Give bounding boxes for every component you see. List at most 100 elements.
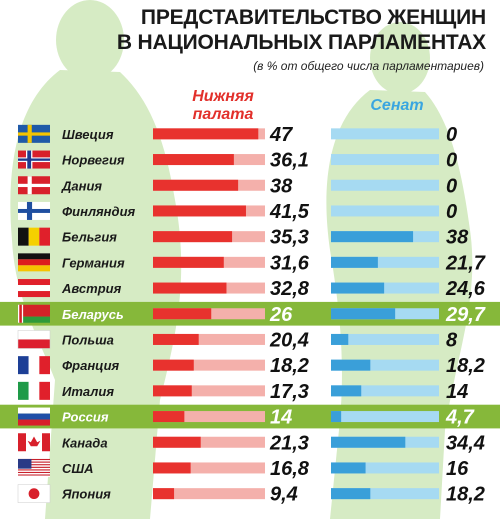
lower-house-bar — [153, 488, 175, 500]
lower-house-value: 14 — [270, 407, 292, 429]
lower-house-track — [153, 411, 265, 423]
country-label: Австрия — [61, 281, 122, 296]
sweden-flag — [18, 124, 50, 143]
lower-house-value: 9,4 — [270, 484, 298, 506]
senate-value: 16 — [446, 458, 469, 480]
senate-value: 38 — [446, 227, 469, 249]
country-label: Германия — [62, 255, 125, 270]
senate-value: 8 — [446, 329, 458, 351]
lower-house-value: 16,8 — [270, 458, 310, 480]
lower-house-bar — [153, 231, 233, 243]
senate-header: Сенат — [370, 97, 424, 114]
lower-house-value: 36,1 — [270, 150, 309, 172]
senate-track — [331, 411, 439, 423]
senate-bar — [331, 436, 406, 448]
senate-bar — [331, 231, 414, 243]
senate-value: 24,6 — [445, 278, 486, 300]
senate-value: 34,4 — [446, 432, 485, 454]
senate-value: 0 — [446, 175, 457, 197]
senate-bar — [331, 462, 366, 474]
lower-house-bar — [153, 411, 185, 423]
senate-track — [331, 359, 439, 371]
country-label: Польша — [62, 332, 114, 347]
belarus-flag — [18, 304, 50, 323]
chart-title-line2: В НАЦИОНАЛЬНЫХ ПАРЛАМЕНТАХ — [116, 31, 486, 54]
lower-house-value: 18,2 — [270, 355, 309, 377]
senate-value: 14 — [446, 381, 468, 403]
country-label: Финляндия — [62, 204, 136, 219]
country-label: Франция — [62, 358, 120, 373]
senate-track — [331, 462, 439, 474]
senate-bar — [331, 333, 349, 345]
country-label: Беларусь — [62, 307, 124, 322]
country-label: Япония — [61, 487, 111, 502]
lower-house-track — [153, 462, 265, 474]
belgium-flag — [18, 227, 50, 246]
senate-track — [331, 179, 439, 191]
lower-house-track — [153, 385, 265, 397]
senate-bar — [331, 385, 362, 397]
denmark-flag — [18, 176, 50, 195]
senate-value: 4,7 — [445, 407, 475, 429]
lower-house-value: 41,5 — [269, 201, 310, 223]
lower-house-value: 31,6 — [270, 252, 310, 274]
country-label: Норвегия — [62, 153, 125, 168]
lower-house-bar — [153, 128, 259, 140]
lower-house-value: 47 — [269, 124, 293, 146]
senate-bar — [331, 359, 371, 371]
senate-track — [331, 205, 439, 217]
senate-value: 18,2 — [446, 355, 485, 377]
country-label: Дания — [61, 178, 102, 193]
country-label: США — [62, 461, 94, 476]
chart-title-line1: ПРЕДСТАВИТЕЛЬСТВО ЖЕНЩИН — [140, 6, 486, 29]
country-label: Швеция — [62, 127, 114, 142]
lower-house-bar — [153, 333, 199, 345]
senate-track — [331, 154, 439, 166]
senate-value: 18,2 — [446, 484, 485, 506]
chart-subtitle: (в % от общего числа парламентариев) — [253, 59, 484, 73]
country-label: Россия — [62, 410, 109, 425]
lower-house-track — [153, 488, 265, 500]
lower-house-value: 26 — [269, 304, 293, 326]
senate-bar — [331, 256, 378, 268]
lower-house-track — [153, 359, 265, 371]
lower-house-value: 38 — [270, 175, 293, 197]
senate-bar — [331, 308, 396, 320]
lower-house-bar — [153, 179, 239, 191]
senate-track — [331, 333, 439, 345]
senate-value: 0 — [446, 150, 457, 172]
lower-house-bar — [153, 154, 234, 166]
country-label: Бельгия — [62, 230, 117, 245]
senate-track — [331, 256, 439, 268]
norway-flag — [18, 150, 50, 169]
lower-house-track — [153, 436, 265, 448]
lower-house-bar — [153, 385, 192, 397]
senate-value: 21,7 — [445, 252, 486, 274]
finland-flag — [18, 201, 50, 220]
lower-house-bar — [153, 282, 227, 294]
lower-house-bar — [153, 205, 246, 217]
austria-flag — [18, 279, 50, 298]
france-flag — [18, 356, 50, 375]
lower-house-value: 32,8 — [270, 278, 310, 300]
lower-house-bar — [153, 462, 191, 474]
usa-flag — [18, 458, 50, 477]
lower-house-value: 21,3 — [269, 432, 309, 454]
senate-track — [331, 282, 439, 294]
japan-flag — [17, 484, 51, 503]
senate-value: 0 — [446, 124, 457, 146]
lower-house-track — [153, 333, 265, 345]
lower-house-bar — [153, 308, 212, 320]
lower-house-value: 17,3 — [270, 381, 309, 403]
canada-flag — [18, 433, 50, 452]
poland-flag — [17, 330, 51, 349]
lower-house-bar — [153, 436, 201, 448]
senate-bar — [331, 282, 385, 294]
germany-flag — [18, 253, 50, 272]
lower-house-value: 20,4 — [269, 329, 309, 351]
senate-track — [331, 385, 439, 397]
lower-house-bar — [153, 359, 194, 371]
italy-flag — [18, 381, 50, 400]
